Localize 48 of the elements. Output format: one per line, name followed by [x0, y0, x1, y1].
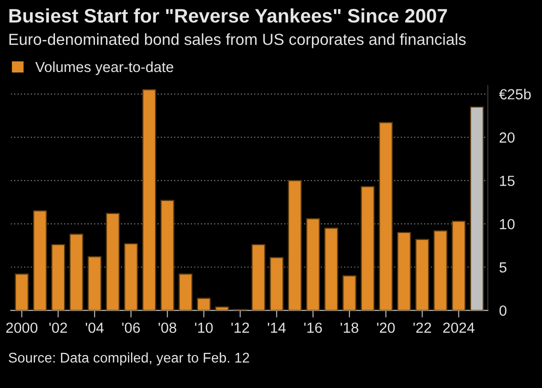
x-tick-label: '06	[122, 322, 140, 333]
x-tick-label: '22	[414, 322, 432, 333]
y-tick-label: 5	[499, 262, 506, 273]
legend-label: Volumes year-to-date	[35, 61, 174, 76]
bar	[342, 275, 356, 310]
x-tick-label: '20	[377, 322, 395, 333]
bar	[88, 256, 102, 310]
bar	[360, 186, 375, 310]
source-note: Source: Data compiled, year to Feb. 12	[8, 352, 250, 366]
bar	[397, 232, 411, 310]
bar	[415, 238, 430, 310]
bar	[196, 298, 211, 310]
x-tick-label: '02	[49, 322, 67, 333]
bar	[251, 244, 266, 310]
bar	[215, 306, 229, 310]
x-tick-label: '10	[195, 322, 213, 333]
bar	[69, 234, 84, 310]
x-tick-label: '08	[158, 322, 176, 333]
bar	[452, 220, 466, 310]
bar	[160, 200, 174, 310]
bar	[324, 228, 338, 310]
x-tick-label: 2024	[443, 322, 474, 333]
bar	[378, 122, 393, 310]
bar	[434, 230, 448, 310]
y-tick-label: 20	[500, 132, 515, 143]
bar	[306, 218, 320, 310]
bar	[33, 210, 47, 310]
x-tick-label: '16	[304, 322, 322, 333]
x-tick-label: '12	[231, 322, 249, 333]
bar	[470, 106, 484, 310]
bar	[106, 212, 120, 310]
bar	[51, 244, 66, 310]
bar	[14, 273, 29, 310]
chart-title: Busiest Start for "Reverse Yankees" Since 2007	[9, 8, 447, 23]
y-tick-label: €25b	[499, 88, 531, 100]
y-tick-label: 15	[500, 176, 515, 186]
bar	[124, 243, 138, 310]
y-tick-label: 0	[499, 306, 506, 316]
bar	[178, 273, 193, 310]
x-tick-label: '18	[340, 322, 358, 333]
x-tick-label: '04	[86, 322, 104, 333]
y-tick-label: 10	[500, 218, 515, 230]
bar	[288, 180, 302, 310]
chart-subtitle: Euro-denominated bond sales from US corporates and financials	[9, 33, 466, 48]
bar	[270, 257, 284, 310]
x-tick-label: 2000	[6, 322, 38, 333]
x-tick-label: '14	[268, 322, 286, 333]
bar	[142, 89, 156, 310]
